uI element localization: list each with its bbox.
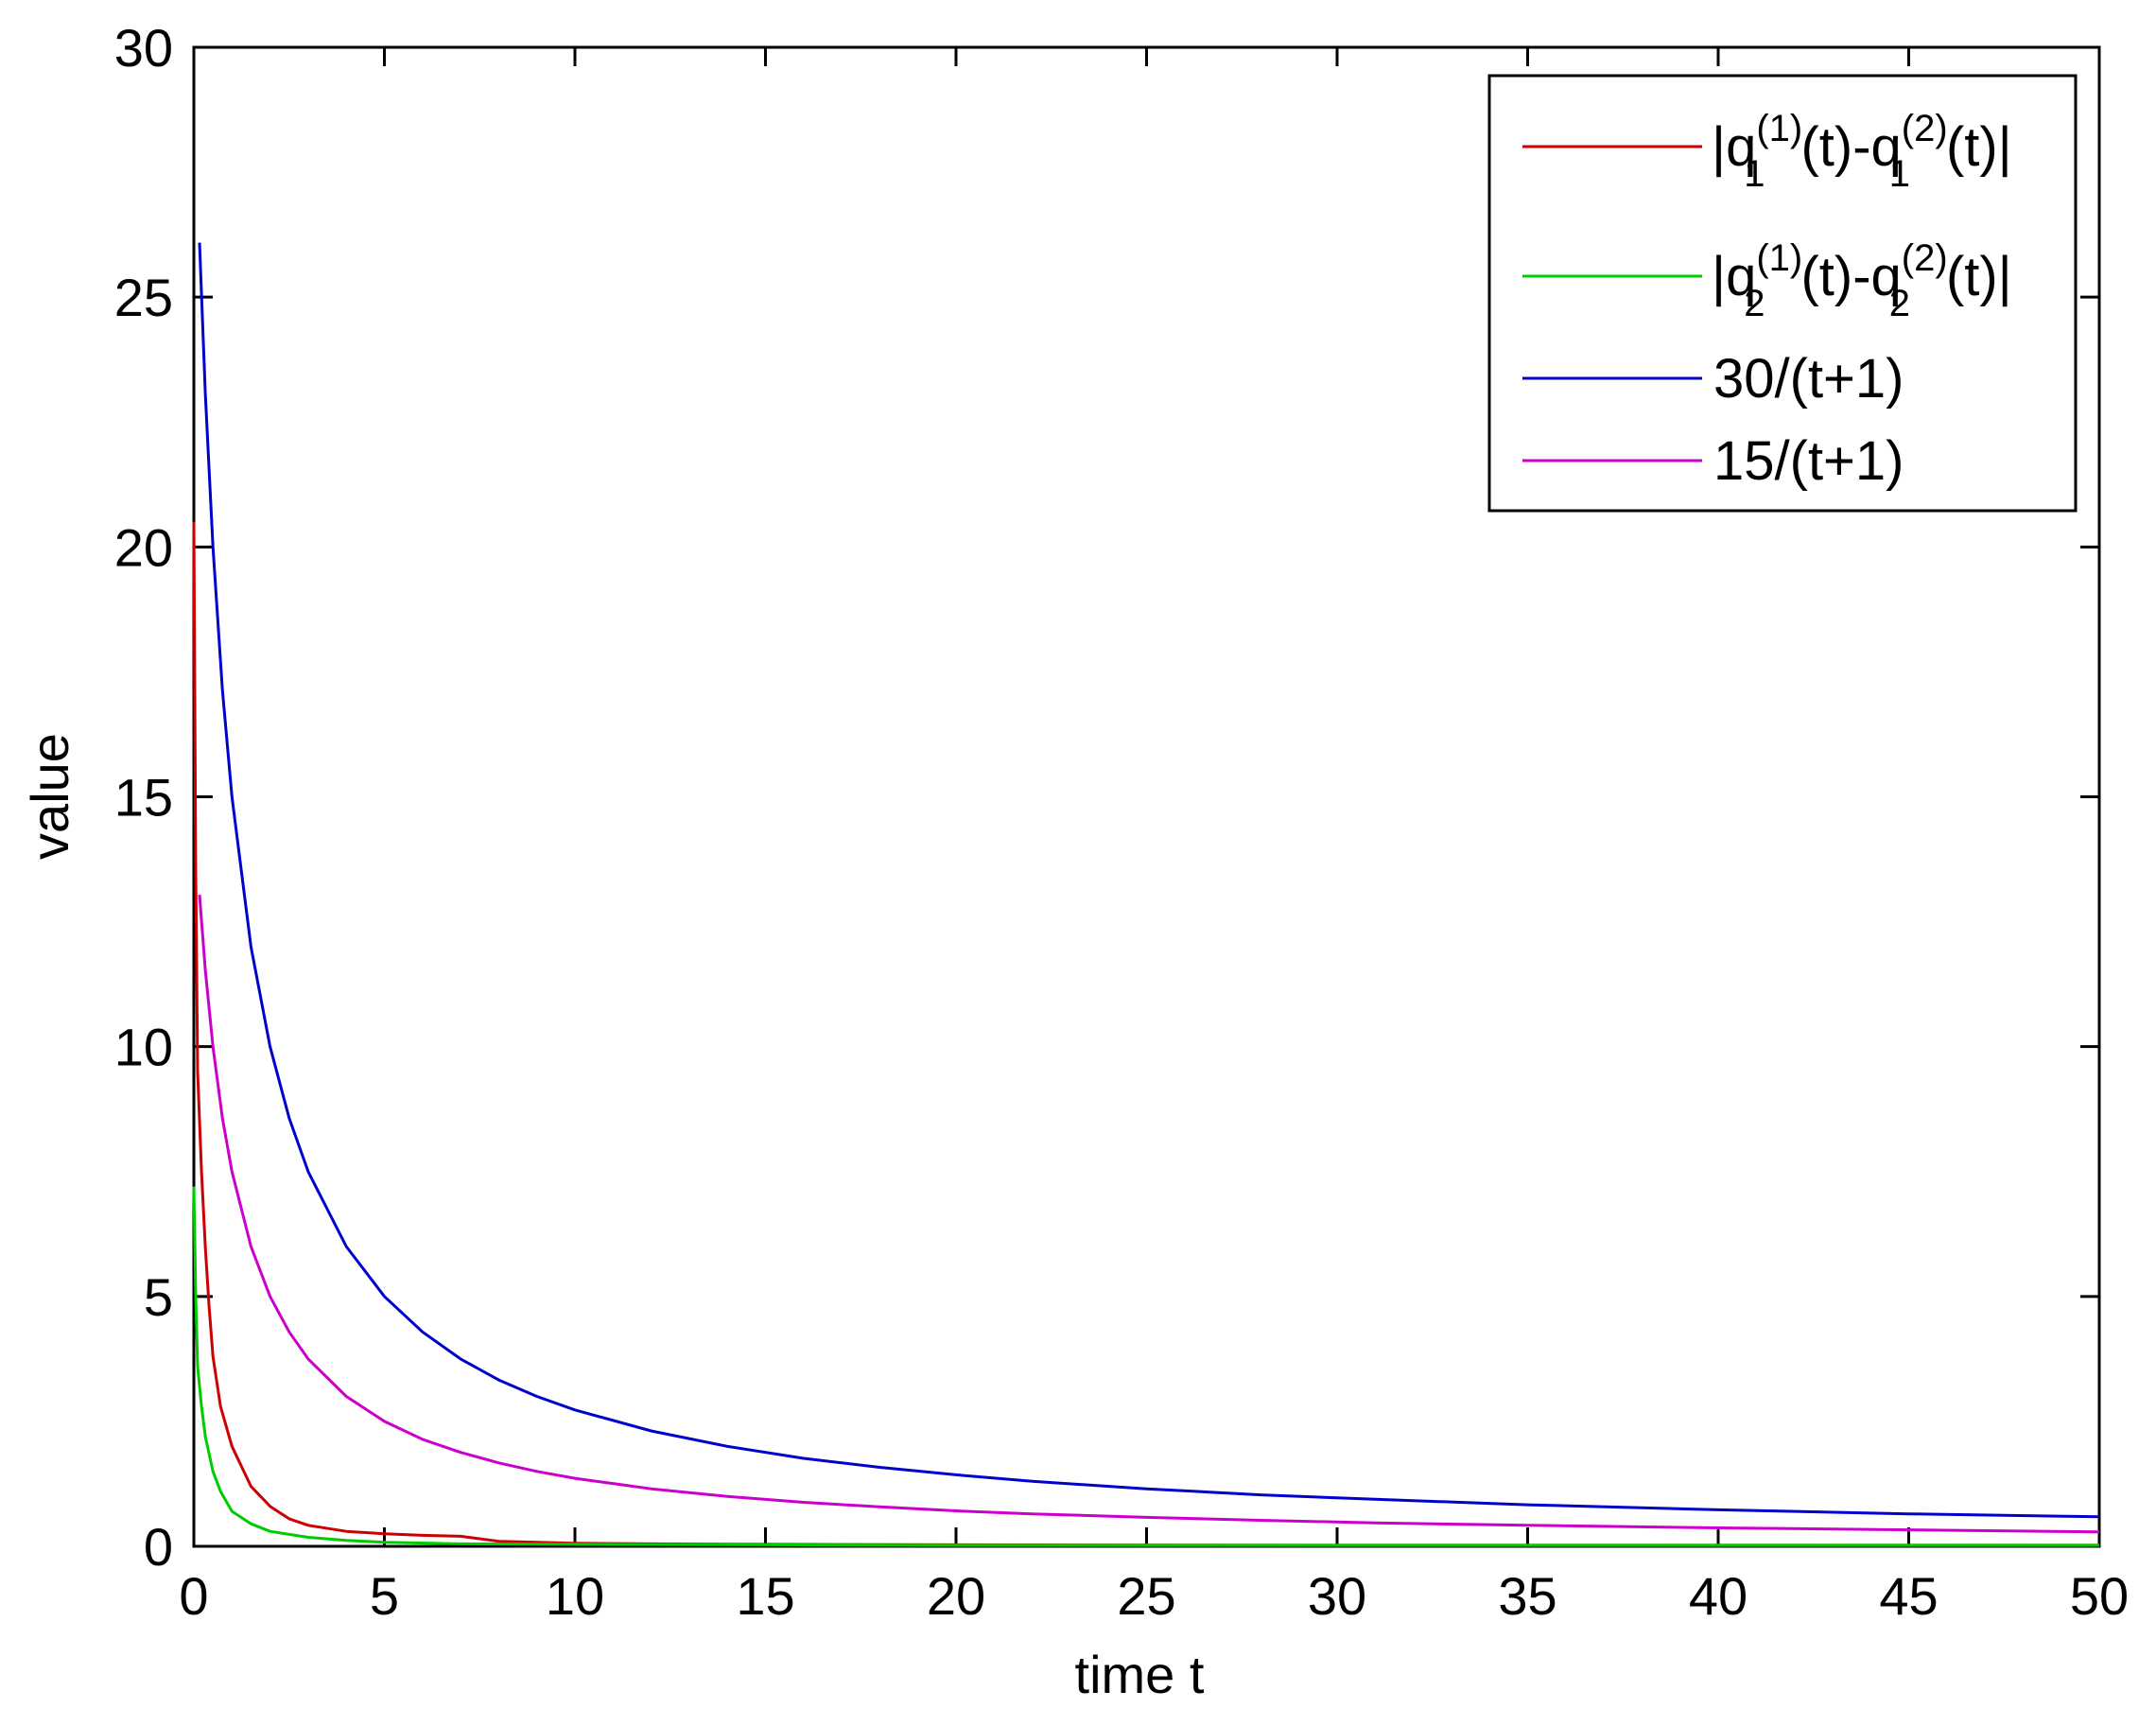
y-axis-label: value (20, 733, 79, 860)
series-line-3 (198, 242, 2100, 1519)
x-tick-label: 0 (179, 1566, 208, 1626)
y-tick-label: 20 (114, 517, 173, 577)
x-tick-label: 50 (2070, 1566, 2129, 1626)
x-tick-label: 15 (736, 1566, 794, 1626)
y-tick-label: 25 (114, 268, 173, 327)
legend-label-series-4: 15/(t+1) (1713, 430, 1904, 492)
legend-box (1487, 74, 2078, 513)
y-tick-label: 30 (114, 18, 173, 78)
y-tick-label: 10 (114, 1018, 173, 1077)
series-layer (192, 242, 2100, 1547)
x-tick-label: 45 (1879, 1566, 1938, 1626)
legend-label-series-3: 30/(t+1) (1713, 348, 1904, 410)
y-axis-ticks: 0 5 10 15 20 25 30 (114, 18, 2099, 1577)
x-tick-label: 10 (546, 1566, 604, 1626)
legend: |q(1) 1 (t)-q(2) 1 (t)| |q(1) 2 (t)-q(2) 2 (t)| … (1487, 74, 2078, 513)
x-tick-label: 40 (1689, 1566, 1747, 1626)
x-axis-ticks: 0 5 10 15 20 25 30 35 40 45 50 (179, 47, 2129, 1626)
x-tick-label: 5 (370, 1566, 399, 1626)
x-axis-label: time t (1075, 1645, 1205, 1704)
series-line-2 (192, 1186, 2099, 1547)
series-line-4 (198, 894, 2100, 1534)
y-tick-label: 5 (144, 1267, 173, 1327)
y-tick-label: 0 (144, 1517, 173, 1577)
legend-label-series-1: |q(1) 1 (t)-q(2) 1 (t)| (1712, 108, 2012, 195)
x-tick-label: 35 (1498, 1566, 1556, 1626)
x-tick-label: 20 (927, 1566, 985, 1626)
legend-label-series-2: |q(1) 2 (t)-q(2) 2 (t)| (1712, 237, 2012, 324)
y-tick-label: 15 (114, 768, 173, 828)
x-tick-label: 30 (1308, 1566, 1366, 1626)
x-tick-label: 25 (1117, 1566, 1175, 1626)
